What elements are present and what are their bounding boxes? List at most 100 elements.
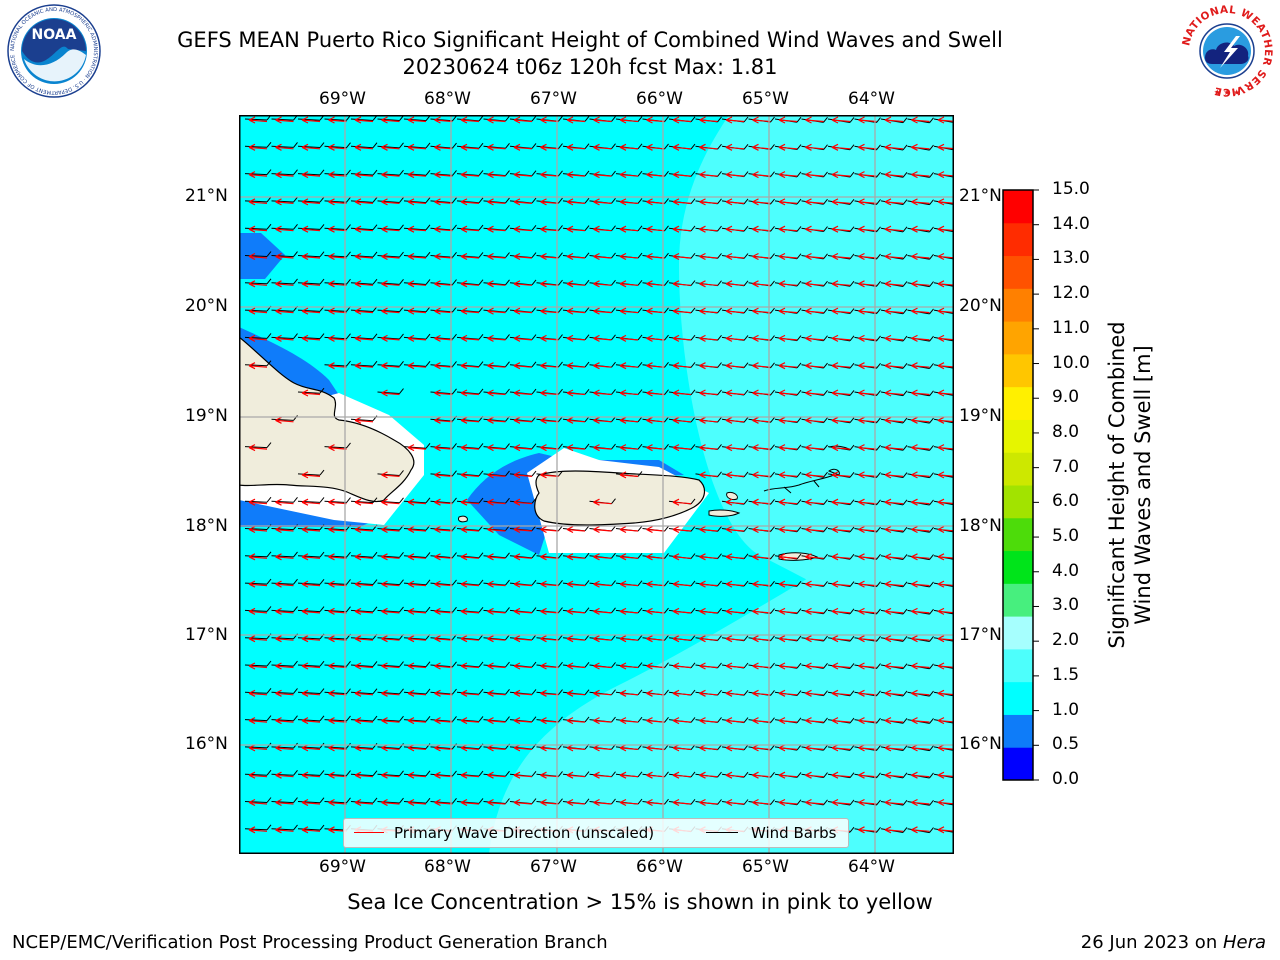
wave-direction-arrow [513,580,533,588]
wave-direction-arrow [778,225,798,233]
wave-direction-arrow [487,280,506,288]
wave-direction-arrow [646,389,665,397]
wave-direction-arrow [752,280,771,288]
wave-direction-arrow [407,798,427,807]
wave-direction-arrow [460,553,480,561]
wave-direction-arrow [381,635,400,643]
wave-direction-arrow [434,307,453,315]
wave-direction-arrow [884,225,904,233]
wave-direction-arrow [301,116,321,124]
wave-direction-arrow [540,471,559,479]
lon-label-bottom-69w: 69°W [319,857,366,877]
wave-direction-arrow [540,416,559,424]
wave-direction-arrow [248,798,268,807]
wave-direction-arrow [434,280,453,288]
colorbar-tick-label: 10.0 [1052,352,1090,373]
wind-barb [271,251,298,258]
wave-direction-arrow [699,362,718,370]
colorbar-segment [1003,288,1033,322]
wave-direction-arrow [301,252,321,261]
wave-direction-arrow [434,689,453,697]
wave-direction-arrow [646,171,665,179]
wind-barb [324,715,351,722]
wave-direction-arrow [434,798,453,807]
wind-barb [297,824,325,831]
wave-height-map [239,115,954,854]
wind-barb [244,442,272,449]
wave-direction-arrow [646,334,665,342]
colorbar [1002,189,1039,781]
wave-direction-arrow [911,252,930,261]
wave-direction-arrow [725,444,745,452]
wave-direction-arrow [301,717,321,725]
wave-direction-arrow [646,444,665,452]
wave-direction-arrow [354,334,374,342]
wave-direction-arrow [248,252,268,261]
wave-direction-arrow [328,334,347,342]
wave-direction-arrow [248,717,268,725]
wind-barb [350,715,378,722]
colorbar-segment [1003,321,1033,355]
wind-barb [244,578,272,585]
wave-direction-arrow [407,444,427,452]
wave-direction-arrow [354,225,374,233]
wave-direction-arrow [513,471,533,479]
wave-direction-arrow [619,580,639,588]
wave-direction-arrow [301,198,321,206]
wave-direction-arrow [725,416,745,424]
wave-direction-arrow [513,116,533,124]
wave-direction-arrow [487,717,506,725]
wave-direction-arrow [619,416,639,424]
wind-barb [377,224,404,231]
wave-direction-arrow [752,334,771,342]
wind-barb [297,688,325,695]
wave-direction-arrow [593,717,612,725]
wave-direction-arrow [646,225,665,233]
wave-direction-arrow [328,116,347,124]
wind-barb [297,387,325,394]
footer-date: 26 Jun 2023 on Hera [1081,932,1266,953]
wave-direction-arrow [911,307,930,315]
wave-direction-arrow [672,717,692,725]
wave-direction-arrow [725,689,745,697]
wave-direction-arrow [725,334,745,342]
wave-direction-arrow [248,444,268,452]
wind-barb [430,170,457,176]
wave-direction-arrow [593,580,612,588]
wind-barb [430,197,457,204]
wave-direction-arrow [805,225,824,233]
wind-barb [324,770,351,777]
wave-direction-arrow [805,116,824,124]
wave-direction-arrow [354,580,374,588]
wave-direction-arrow [831,225,851,233]
wave-direction-arrow [275,334,294,342]
lat-label-left-21n: 21°N [185,186,228,206]
wave-direction-arrow [619,607,639,615]
lat-label-right-19n: 19°N [959,406,1002,426]
wave-direction-arrow [619,252,639,261]
wave-direction-arrow [646,717,665,725]
wave-direction-arrow [831,553,851,561]
colorbar-title: Significant Height of Combined Wind Wave… [1104,321,1156,648]
wave-direction-arrow [672,225,692,233]
wave-direction-arrow [566,635,586,643]
wave-direction-arrow [805,635,824,643]
wave-direction-arrow [699,416,718,424]
wave-direction-arrow [487,607,506,615]
wave-direction-arrow [566,607,586,615]
wave-direction-arrow [672,362,692,370]
map-gridlines [239,115,954,854]
wind-barb [430,115,457,122]
colorbar-tick-label: 9.0 [1052,387,1080,408]
wave-direction-arrow [513,771,533,779]
colorbar-segment [1003,419,1033,453]
wave-direction-arrow [752,553,771,561]
wave-direction-arrow [275,498,294,506]
wind-barb [324,251,351,258]
colorbar-segment [1003,714,1033,748]
wind-barb [377,552,404,558]
wave-direction-arrow [593,662,612,670]
wave-direction-arrow [805,580,824,588]
wave-direction-arrow [752,116,771,124]
wave-direction-arrow [884,307,904,315]
